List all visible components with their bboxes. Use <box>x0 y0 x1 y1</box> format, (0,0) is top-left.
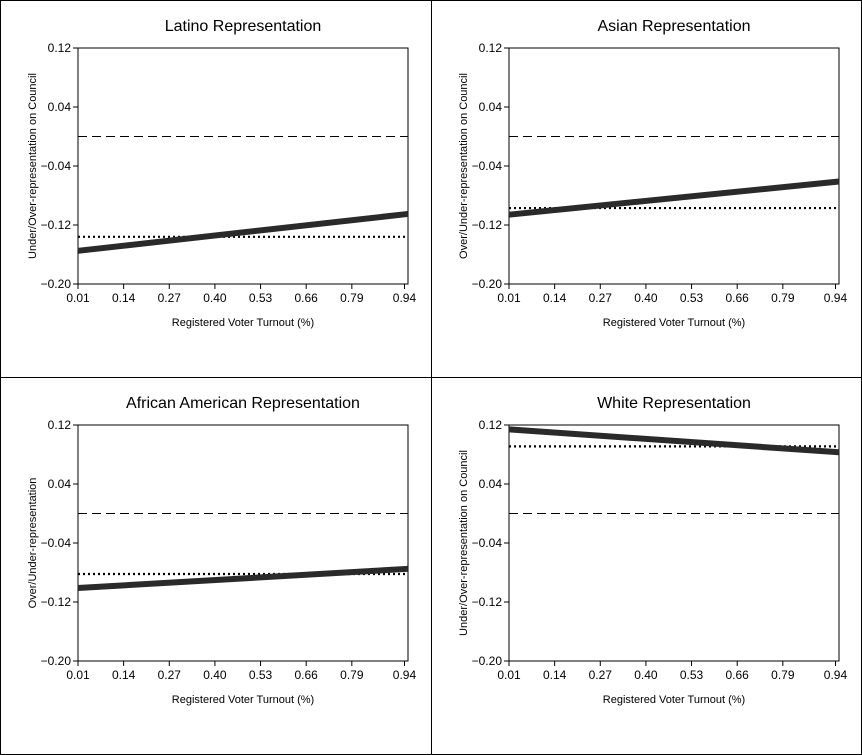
y-axis-label: Over/Under-representation on Council <box>458 73 470 259</box>
y-tick-label: 0.04 <box>48 100 72 114</box>
fitted-representation-line <box>77 210 409 254</box>
y-tick-label: −0.12 <box>41 218 72 232</box>
x-tick-label: 0.66 <box>726 291 750 305</box>
x-tick-label: 0.79 <box>340 668 364 682</box>
y-tick-label: 0.04 <box>479 477 503 491</box>
x-tick-label: 0.01 <box>497 668 521 682</box>
x-axis-label: Registered Voter Turnout (%) <box>172 694 314 706</box>
x-tick-label: 0.27 <box>158 291 182 305</box>
y-tick-label: −0.12 <box>41 595 72 609</box>
y-tick-label: 0.12 <box>48 41 72 55</box>
x-axis-label: Registered Voter Turnout (%) <box>172 317 314 329</box>
y-tick-label: 0.12 <box>479 418 503 432</box>
x-tick-label: 0.53 <box>680 291 704 305</box>
y-tick-label: −0.20 <box>472 277 503 291</box>
x-tick-label: 0.14 <box>543 291 567 305</box>
y-tick-label: −0.04 <box>41 159 72 173</box>
x-tick-label: 0.66 <box>726 668 750 682</box>
y-axis-label: Under/Over-representation on Council <box>458 450 470 636</box>
x-tick-label: 0.79 <box>771 668 795 682</box>
chart-svg: African American Representation 0.12 0.04 −… <box>27 395 417 706</box>
x-tick-label: 0.79 <box>340 291 364 305</box>
chart-title: African American Representation <box>126 395 360 412</box>
y-tick-label: 0.12 <box>479 41 503 55</box>
x-axis-label: Registered Voter Turnout (%) <box>603 317 745 329</box>
y-axis-label: Under/Over-representation on Council <box>27 73 39 259</box>
x-tick-label: 0.66 <box>295 291 319 305</box>
y-tick-label: 0.04 <box>48 477 72 491</box>
y-tick-label: 0.12 <box>48 418 72 432</box>
x-tick-label: 0.40 <box>634 291 658 305</box>
y-tick-label: −0.04 <box>41 536 72 550</box>
fitted-representation-line <box>77 565 409 591</box>
x-tick-label: 0.94 <box>824 291 848 305</box>
x-tick-label: 0.14 <box>543 668 567 682</box>
y-tick-label: −0.20 <box>472 654 503 668</box>
x-tick-label: 0.79 <box>771 291 795 305</box>
chart-svg: White Representation 0.12 0.04 −0.04 −0.12 −0… <box>458 395 848 706</box>
x-tick-label: 0.14 <box>112 668 136 682</box>
chart-svg: Asian Representation 0.12 0.04 −0.04 −0.12 −0… <box>458 18 848 329</box>
x-tick-label: 0.27 <box>589 291 613 305</box>
x-tick-label: 0.40 <box>203 291 227 305</box>
fitted-representation-line <box>508 426 840 456</box>
x-tick-label: 0.40 <box>203 668 227 682</box>
x-tick-label: 0.01 <box>497 291 521 305</box>
x-tick-label: 0.01 <box>66 668 90 682</box>
x-tick-label: 0.27 <box>589 668 613 682</box>
x-tick-label: 0.94 <box>393 291 417 305</box>
x-tick-label: 0.40 <box>634 668 658 682</box>
latino-representation-panel: Latino Representation 0.12 0.04 −0.04 −0.12 −… <box>0 0 431 377</box>
asian-representation-panel: Asian Representation 0.12 0.04 −0.04 −0.12 −0… <box>431 0 862 377</box>
chart-title: Latino Representation <box>165 18 322 35</box>
y-axis-label: Over/Under-representation <box>27 478 39 609</box>
y-tick-label: −0.04 <box>472 536 503 550</box>
x-tick-label: 0.94 <box>824 668 848 682</box>
x-tick-label: 0.66 <box>295 668 319 682</box>
y-tick-label: −0.12 <box>472 595 503 609</box>
x-tick-label: 0.14 <box>112 291 136 305</box>
x-tick-label: 0.53 <box>249 668 273 682</box>
y-tick-label: −0.12 <box>472 218 503 232</box>
x-tick-label: 0.94 <box>393 668 417 682</box>
x-tick-label: 0.01 <box>66 291 90 305</box>
x-tick-label: 0.53 <box>249 291 273 305</box>
x-tick-label: 0.27 <box>158 668 182 682</box>
chart-title: Asian Representation <box>598 18 751 35</box>
x-tick-label: 0.53 <box>680 668 704 682</box>
y-tick-label: −0.04 <box>472 159 503 173</box>
african-american-representation-panel: African American Representation 0.12 0.04 −… <box>0 377 431 755</box>
chart-title: White Representation <box>597 395 751 412</box>
y-tick-label: −0.20 <box>41 654 72 668</box>
chart-svg: Latino Representation 0.12 0.04 −0.04 −0.12 −… <box>27 18 417 329</box>
white-representation-panel: White Representation 0.12 0.04 −0.04 −0.12 −0… <box>431 377 862 755</box>
fitted-representation-line <box>508 178 840 218</box>
x-axis-label: Registered Voter Turnout (%) <box>603 694 745 706</box>
y-tick-label: 0.04 <box>479 100 503 114</box>
y-tick-label: −0.20 <box>41 277 72 291</box>
